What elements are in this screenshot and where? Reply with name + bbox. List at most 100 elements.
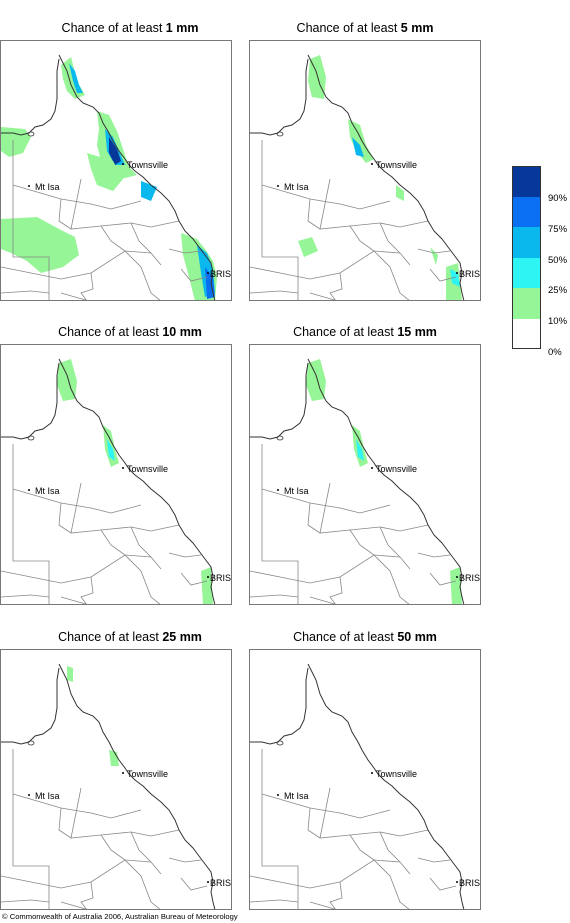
rain-map-25mm: Townsville Mt Isa BRIS (0, 649, 232, 910)
label-mt-isa: Mt Isa (35, 182, 60, 192)
legend-swatch-50 (512, 227, 541, 258)
title-amount: 5 mm (400, 21, 434, 35)
legend-swatch-0 (512, 318, 541, 349)
place-dot (122, 163, 124, 165)
probability-legend (512, 166, 541, 349)
district-border (379, 222, 411, 266)
legend-swatch-90 (512, 166, 541, 197)
district-border (100, 834, 126, 861)
queensland-map: Townsville Mt Isa BRIS (250, 358, 480, 604)
district-border (329, 272, 343, 300)
district-border (180, 268, 208, 282)
island (27, 740, 35, 746)
coastline (58, 54, 216, 300)
district-border (80, 272, 94, 300)
legend-swatch-25 (512, 257, 541, 288)
place-dot (28, 794, 30, 796)
title-amount: 25 mm (162, 630, 202, 644)
title-amount: 15 mm (397, 325, 437, 339)
island (276, 435, 284, 441)
legend-label-75: 75% (548, 224, 568, 235)
district-border (124, 250, 161, 300)
place-dot (371, 772, 373, 774)
district-border (307, 502, 321, 534)
district-border (100, 529, 126, 556)
district-border (261, 793, 391, 819)
probability-region (450, 567, 462, 604)
district-border (417, 552, 451, 558)
panel-title-5mm: Chance of at least 5 mm (235, 21, 495, 35)
panel-title-1mm: Chance of at least 1 mm (0, 21, 260, 35)
coastline (307, 54, 465, 300)
title-amount: 10 mm (162, 325, 202, 339)
district-border (319, 787, 429, 839)
legend-label-0: 0% (548, 347, 562, 358)
queensland-map: Townsville Mt Isa BRIS (1, 663, 231, 909)
coastline (250, 58, 309, 136)
district-border (130, 526, 162, 570)
district-border (80, 576, 94, 604)
probability-region (109, 137, 121, 165)
label-mt-isa: Mt Isa (35, 486, 60, 496)
district-border (124, 554, 161, 604)
legend-swatch-10 (512, 288, 541, 319)
district-border (100, 225, 126, 252)
legend-label-25: 25% (548, 285, 568, 296)
island (276, 740, 284, 746)
label-townsville: Townsville (376, 464, 417, 474)
place-dot (456, 576, 458, 578)
district-border (58, 807, 72, 839)
district-border (250, 554, 401, 584)
district-border (349, 834, 375, 861)
district-border (329, 576, 343, 604)
probability-region (356, 439, 364, 461)
label-townsville: Townsville (376, 160, 417, 170)
rain-map-10mm: Townsville Mt Isa BRIS (0, 344, 232, 605)
district-border (250, 859, 401, 889)
district-border (180, 877, 208, 891)
district-border (261, 140, 299, 300)
place-dot (456, 272, 458, 274)
district-border (250, 250, 401, 280)
district-border (1, 250, 152, 280)
probability-region (430, 247, 438, 265)
queensland-map: Townsville Mt Isa BRIS (250, 54, 480, 300)
coastline (307, 358, 465, 604)
probability-region (107, 439, 115, 461)
coastline (1, 667, 60, 745)
district-border (261, 444, 299, 604)
district-border (373, 554, 410, 604)
district-border (70, 178, 180, 230)
district-border (60, 292, 87, 300)
district-border (319, 178, 429, 230)
label-townsville: Townsville (127, 160, 168, 170)
panel-title-10mm: Chance of at least 10 mm (0, 325, 260, 339)
district-border (70, 482, 180, 534)
district-border (250, 594, 299, 598)
district-border (307, 198, 321, 230)
district-border (1, 290, 50, 294)
probability-region (298, 237, 318, 257)
queensland-map: Townsville Mt Isa BRIS (1, 358, 231, 604)
legend-swatch-75 (512, 196, 541, 227)
label-mt-isa: Mt Isa (284, 182, 309, 192)
label-brisbane: BRIS (210, 573, 231, 583)
legend-label-90: 90% (548, 193, 568, 204)
title-prefix: Chance of at least (61, 21, 163, 35)
coastline (250, 362, 309, 440)
district-border (250, 290, 299, 294)
probability-region (67, 666, 73, 682)
label-mt-isa: Mt Isa (284, 791, 309, 801)
label-brisbane: BRIS (210, 878, 231, 888)
district-border (80, 881, 94, 909)
queensland-map: Townsville Mt Isa BRIS (1, 54, 231, 300)
title-amount: 1 mm (165, 21, 199, 35)
probability-region (1, 217, 79, 273)
district-border (329, 881, 343, 909)
coastline (250, 667, 309, 745)
title-prefix: Chance of at least (293, 325, 394, 339)
coastline (1, 362, 60, 440)
district-border (429, 877, 457, 891)
district-border (1, 859, 152, 889)
place-dot (122, 772, 124, 774)
